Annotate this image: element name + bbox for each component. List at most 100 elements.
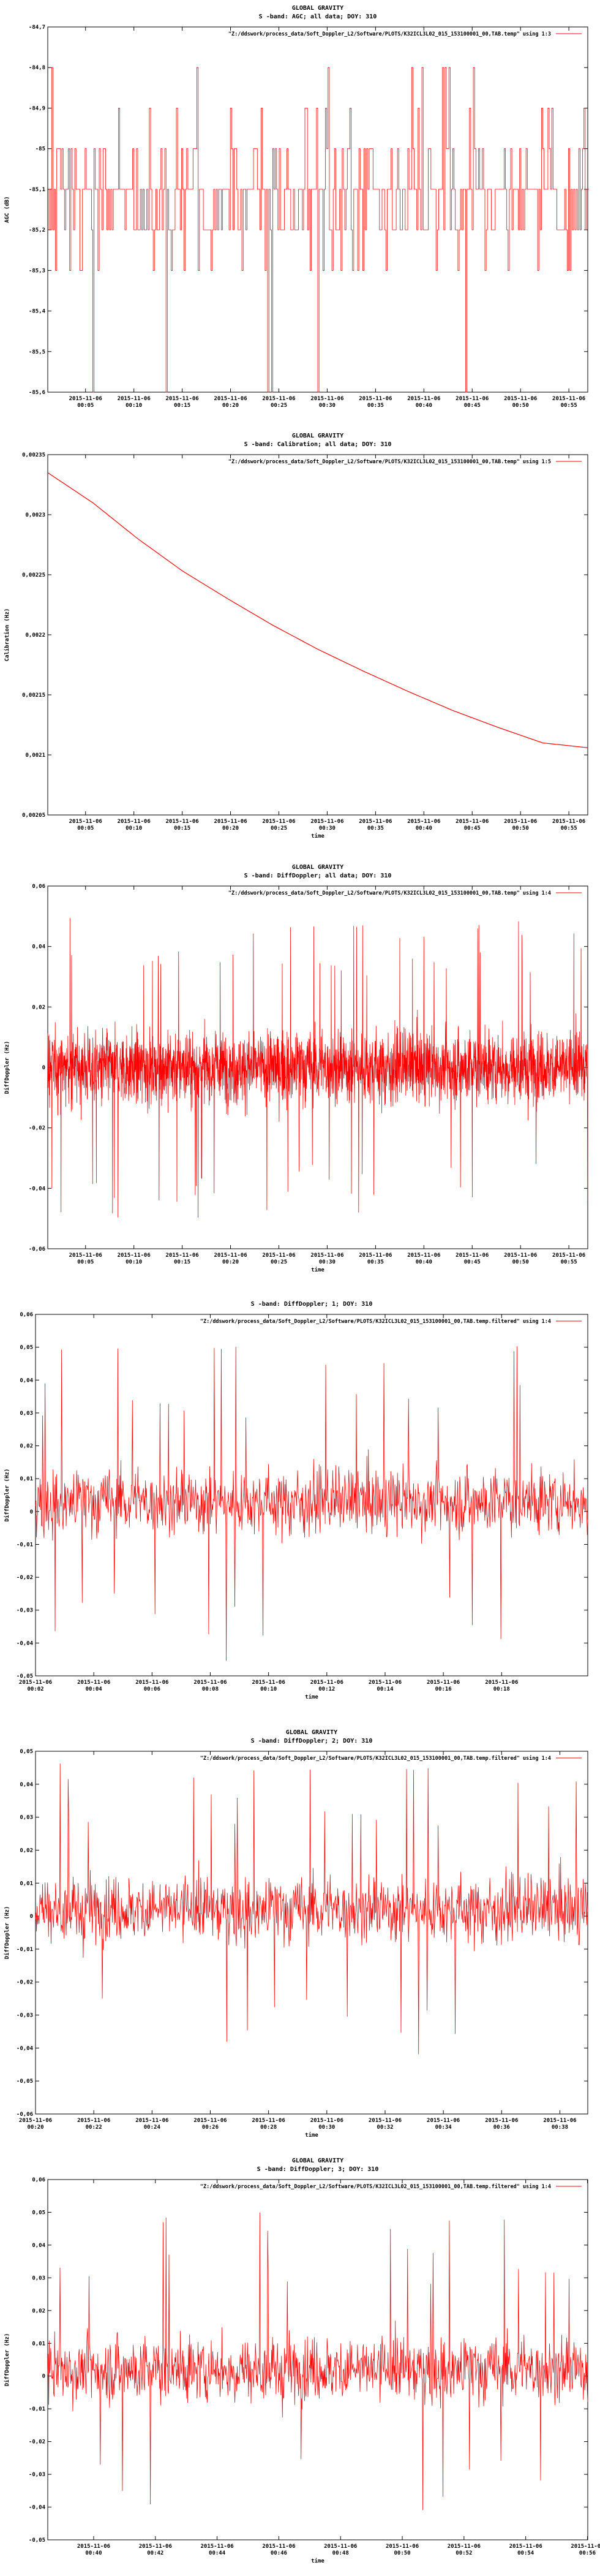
x-tick-date: 2015-11-06 (386, 2544, 419, 2550)
x-tick-date: 2015-11-06 (77, 2118, 110, 2124)
chart-suptitle: GLOBAL GRAVITY (292, 5, 343, 12)
y-tick-label: -0,05 (29, 2537, 45, 2544)
y-tick-label: -0,06 (17, 2112, 33, 2118)
x-tick-date: 2015-11-06 (310, 1680, 343, 1686)
y-tick-label: 0,03 (20, 1815, 33, 1821)
x-tick-date: 2015-11-06 (485, 1680, 518, 1686)
y-tick-label: -84,7 (29, 25, 45, 31)
x-tick-date: 2015-11-06 (262, 819, 295, 825)
x-tick-date: 2015-11-06 (118, 396, 151, 402)
y-axis-label: DiffDoppler (Hz) (4, 1041, 10, 1094)
x-tick-time: 00:15 (174, 1259, 190, 1265)
x-tick-date: 2015-11-06 (427, 2118, 460, 2124)
x-tick-date: 2015-11-06 (252, 1680, 285, 1686)
x-tick-time: 00:40 (416, 403, 432, 409)
x-tick-date: 2015-11-06 (166, 819, 199, 825)
y-tick-label: 0,06 (32, 2177, 45, 2183)
x-tick-time: 00:34 (435, 2124, 452, 2131)
x-tick-date: 2015-11-06 (369, 2118, 402, 2124)
x-tick-time: 00:50 (512, 403, 529, 409)
plot-frame (35, 1751, 588, 2115)
y-tick-label: -85 (36, 146, 45, 153)
x-tick-date: 2015-11-06 (262, 396, 295, 402)
x-tick-date: 2015-11-06 (262, 1252, 295, 1259)
x-tick-date: 2015-11-06 (310, 396, 343, 402)
y-tick-label: -85,3 (29, 268, 45, 274)
x-tick-date: 2015-11-06 (69, 396, 102, 402)
y-tick-label: -85,6 (29, 390, 45, 396)
y-tick-label: 0,0023 (25, 512, 45, 518)
x-tick-time: 00:40 (85, 2550, 102, 2556)
x-tick-time: 00:16 (435, 1686, 452, 1692)
y-tick-label: 0,04 (32, 944, 45, 950)
x-tick-time: 00:10 (126, 825, 142, 832)
x-axis-label: time (311, 1267, 324, 1273)
x-tick-date: 2015-11-06 (407, 396, 440, 402)
x-tick-date: 2015-11-06 (135, 1680, 168, 1686)
x-axis-label: time (311, 833, 324, 839)
x-axis-label: time (311, 2558, 324, 2564)
x-tick-time: 00:05 (77, 825, 94, 832)
y-tick-label: 0 (30, 1914, 33, 1920)
x-tick-time: 00:12 (318, 1686, 335, 1692)
x-tick-time: 00:18 (493, 1686, 510, 1692)
x-tick-date: 2015-11-06 (456, 396, 489, 402)
x-tick-time: 00:25 (271, 1259, 287, 1265)
y-tick-label: 0,02 (32, 2308, 45, 2314)
y-tick-label: -84,9 (29, 105, 45, 112)
x-tick-date: 2015-11-06 (310, 2118, 343, 2124)
y-tick-label: 0,0022 (25, 632, 45, 638)
y-tick-label: -0,05 (17, 2078, 33, 2085)
y-axis-label: Calibration (Hz) (4, 608, 10, 662)
x-tick-time: 00:15 (174, 825, 190, 832)
x-tick-time: 00:38 (552, 2124, 568, 2131)
y-tick-label: -0,03 (17, 2013, 33, 2019)
y-tick-label: -0,01 (17, 1542, 33, 1548)
plot-frame (47, 2179, 588, 2540)
x-tick-time: 00:25 (271, 825, 287, 832)
x-tick-date: 2015-11-06 (552, 1252, 585, 1259)
x-tick-date: 2015-11-06 (504, 819, 537, 825)
y-tick-label: 0,00235 (22, 452, 45, 458)
x-tick-time: 00:15 (174, 403, 190, 409)
y-tick-label: -0,04 (29, 2505, 46, 2511)
series-line (47, 2212, 588, 2510)
x-tick-time: 00:50 (512, 825, 529, 832)
x-tick-time: 00:56 (579, 2550, 596, 2556)
x-tick-date: 2015-11-06 (135, 2118, 168, 2124)
x-tick-date: 2015-11-06 (19, 2118, 52, 2124)
x-tick-time: 00:02 (27, 1686, 43, 1692)
x-tick-date: 2015-11-06 (193, 2118, 227, 2124)
x-tick-date: 2015-11-06 (214, 1252, 247, 1259)
x-tick-time: 00:10 (126, 1259, 142, 1265)
x-tick-date: 2015-11-06 (118, 819, 151, 825)
x-tick-date: 2015-11-06 (359, 1252, 392, 1259)
y-tick-label: 0 (30, 1509, 33, 1515)
x-tick-date: 2015-11-06 (359, 396, 392, 402)
x-tick-date: 2015-11-06 (77, 1680, 110, 1686)
x-tick-time: 00:24 (144, 2124, 161, 2131)
x-tick-date: 2015-11-06 (456, 819, 489, 825)
y-tick-label: 0,03 (32, 2275, 45, 2281)
x-tick-time: 00:08 (202, 1686, 219, 1692)
y-tick-label: 0,01 (20, 1881, 33, 1887)
x-tick-time: 00:30 (319, 1259, 336, 1265)
chart-suptitle: GLOBAL GRAVITY (292, 433, 343, 439)
x-tick-date: 2015-11-06 (359, 819, 392, 825)
x-tick-date: 2015-11-06 (193, 1680, 227, 1686)
y-tick-label: 0,05 (20, 1345, 33, 1351)
y-tick-label: -0,02 (29, 2439, 45, 2445)
x-tick-time: 00:50 (394, 2550, 410, 2556)
legend-label: "Z:/ddswork/process_data/Soft_Doppler_L2… (200, 1318, 551, 1325)
x-tick-time: 00:52 (456, 2550, 472, 2556)
x-tick-date: 2015-11-06 (77, 2544, 110, 2550)
x-tick-time: 00:46 (271, 2550, 287, 2556)
plot-frame (35, 1314, 588, 1676)
x-tick-date: 2015-11-06 (407, 819, 440, 825)
chart-title: S -band: Calibration; all data; DOY: 310 (244, 441, 392, 448)
x-tick-date: 2015-11-06 (485, 2118, 518, 2124)
x-tick-date: 2015-11-06 (448, 2544, 481, 2550)
x-tick-date: 2015-11-06 (427, 1680, 460, 1686)
